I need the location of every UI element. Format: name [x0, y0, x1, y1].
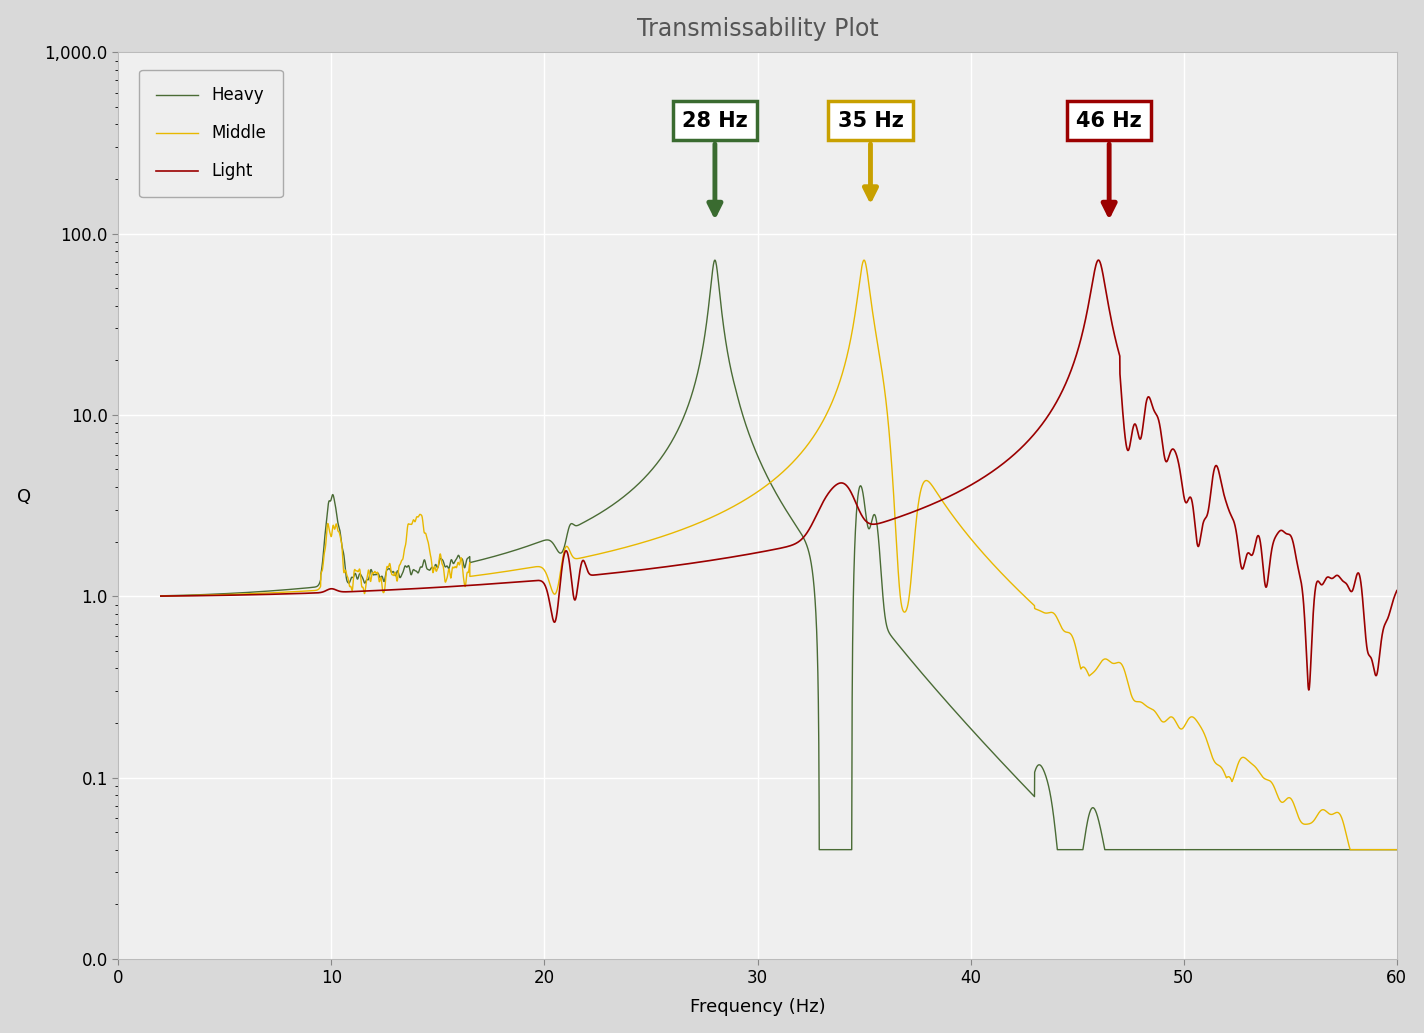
Line: Middle: Middle [161, 260, 1397, 850]
Light [1388, 585, 1405, 597]
Heavy [600, 502, 617, 514]
Heavy [1388, 844, 1405, 856]
Heavy [884, 631, 901, 644]
Text: 28 Hz: 28 Hz [682, 111, 748, 215]
Title: Transmissability Plot: Transmissability Plot [637, 17, 879, 40]
Y-axis label: Q: Q [17, 488, 31, 505]
Heavy [1069, 844, 1087, 856]
Light [600, 567, 617, 580]
Middle [1388, 844, 1405, 856]
Heavy [1135, 844, 1152, 856]
Text: 35 Hz: 35 Hz [837, 111, 903, 199]
Light [884, 513, 901, 526]
Light [215, 589, 232, 601]
Middle [1341, 844, 1358, 856]
Middle [856, 254, 873, 267]
Light [1068, 346, 1085, 358]
Line: Heavy: Heavy [161, 260, 1397, 850]
Heavy [810, 844, 827, 856]
X-axis label: Frequency (Hz): Frequency (Hz) [689, 998, 826, 1016]
Middle [884, 468, 901, 480]
Middle [152, 590, 169, 602]
Line: Light: Light [161, 260, 1397, 690]
Light [1135, 417, 1152, 430]
Middle [600, 545, 617, 558]
Middle [215, 589, 232, 601]
Legend: Heavy, Middle, Light: Heavy, Middle, Light [140, 70, 282, 197]
Heavy [938, 695, 956, 708]
Middle [1069, 648, 1087, 660]
Heavy [706, 254, 723, 267]
Light [1089, 254, 1106, 267]
Light [152, 590, 169, 602]
Light [1300, 684, 1317, 696]
Heavy [215, 588, 232, 600]
Middle [1135, 697, 1152, 710]
Middle [938, 500, 956, 512]
Light [937, 492, 954, 504]
Text: 46 Hz: 46 Hz [1077, 111, 1142, 215]
Heavy [152, 590, 169, 602]
